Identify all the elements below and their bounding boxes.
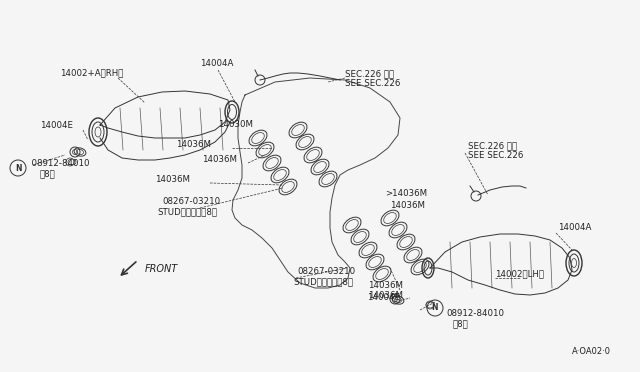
Text: 14036M: 14036M [202,155,237,164]
Text: 14036M: 14036M [176,140,211,149]
Text: STUDスタッド（8）: STUDスタッド（8） [157,207,217,216]
Text: A·OA02·0: A·OA02·0 [572,347,611,356]
Text: >14036M: >14036M [385,189,427,198]
Text: （8）: （8） [453,319,468,328]
Text: 14036M: 14036M [368,281,403,290]
Text: SEE SEC.226: SEE SEC.226 [468,151,524,160]
Text: 14036M: 14036M [390,201,425,210]
Text: 14036M: 14036M [155,175,190,184]
Text: N: N [432,304,438,312]
Text: （8）: （8） [40,169,56,178]
Text: 08267-03210: 08267-03210 [162,197,220,206]
Text: 08267-03210: 08267-03210 [297,267,355,276]
Text: 08912-84010: 08912-84010 [446,309,504,318]
Text: N: N [15,164,21,173]
Text: 14036M: 14036M [368,291,403,300]
Text: SEC.226 参照: SEC.226 参照 [468,141,517,150]
Text: SEC.226 参照: SEC.226 参照 [345,69,394,78]
Text: SEE SEC.226: SEE SEC.226 [345,79,401,88]
Text: 14002〈LH〉: 14002〈LH〉 [495,269,544,278]
Text: 08912-84010: 08912-84010 [26,159,90,168]
Text: 14004A: 14004A [558,223,591,232]
Text: FRONT: FRONT [145,264,179,274]
Text: 14004E: 14004E [367,293,400,302]
Text: 14002+A〈RH〉: 14002+A〈RH〉 [60,68,124,77]
Text: STUDスタッド（8）: STUDスタッド（8） [293,277,353,286]
Text: 14004A: 14004A [200,59,234,68]
Text: 14004E: 14004E [40,121,73,130]
Text: 14030M: 14030M [218,120,253,129]
